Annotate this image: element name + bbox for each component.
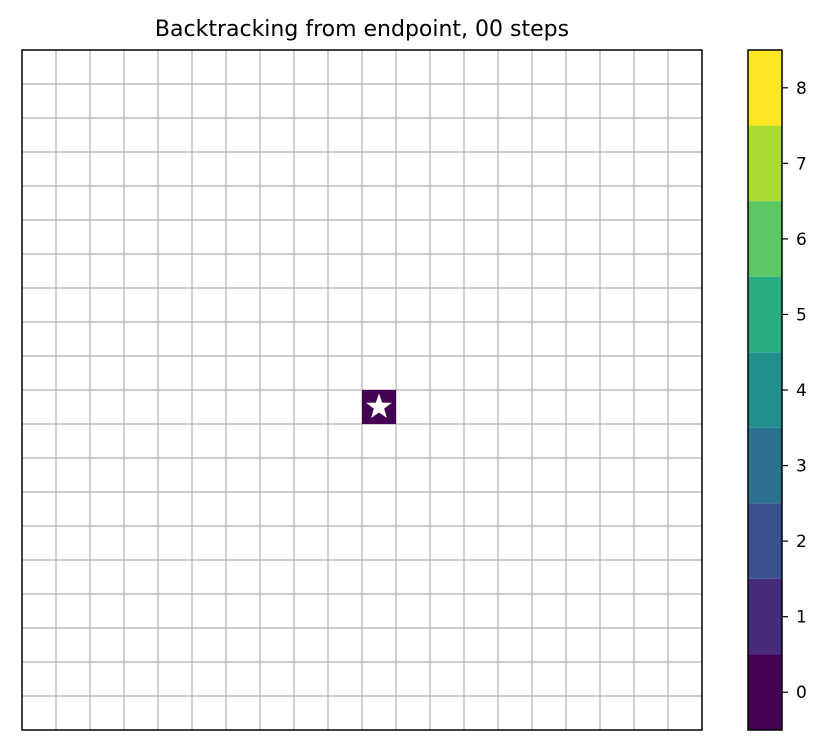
plot-area: [21, 49, 703, 731]
colorbar-tick-label: 7: [796, 154, 807, 174]
colorbar-tick-label: 4: [796, 381, 807, 401]
colorbar-tick-label: 0: [796, 683, 807, 703]
colorbar-band: [748, 276, 782, 353]
colorbar-tick-label: 2: [796, 532, 807, 552]
colorbar-band: [748, 352, 782, 428]
colorbar-band: [748, 427, 782, 504]
colorbar-band: [748, 201, 782, 277]
colorbar-tick-label: 8: [796, 79, 807, 99]
colorbar-tick-label: 3: [796, 457, 807, 477]
colorbar-tick-label: 6: [796, 230, 807, 250]
colorbar: 0 1 2 3 4 5 6 7 8: [747, 49, 807, 731]
colorbar-tick-label: 1: [796, 608, 807, 628]
colorbar-ticks: 0 1 2 3 4 5 6 7 8: [782, 79, 807, 703]
heatmap-cells: [362, 390, 396, 424]
colorbar-band: [748, 503, 782, 579]
colorbar-band: [748, 578, 782, 655]
colorbar-tick-label: 5: [796, 305, 807, 325]
colorbar-band: [748, 50, 782, 126]
star-icon: [366, 393, 392, 418]
chart-title: Backtracking from endpoint, 00 steps: [155, 17, 569, 42]
colorbar-band: [748, 125, 782, 202]
colorbar-frame: [747, 49, 783, 731]
colorbar-bands: [748, 50, 782, 730]
colorbar-band: [748, 654, 782, 730]
plot-frame: [21, 49, 703, 731]
